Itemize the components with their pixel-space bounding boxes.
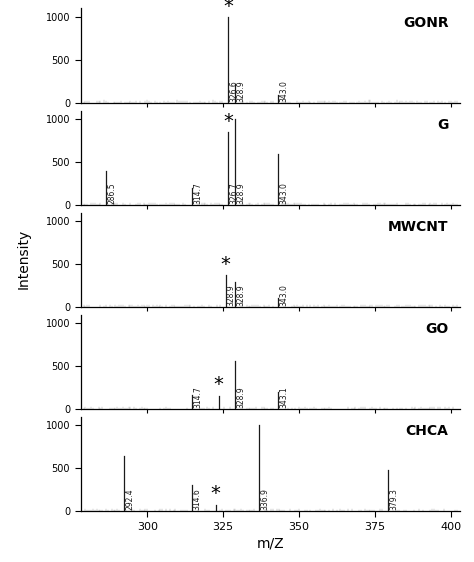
Text: 314.6: 314.6 [193, 488, 202, 510]
Text: *: * [210, 484, 220, 503]
Text: MWCNT: MWCNT [388, 220, 448, 234]
Text: 336.9: 336.9 [261, 488, 270, 510]
Text: *: * [221, 255, 230, 274]
Text: 328.9: 328.9 [227, 284, 236, 306]
Text: GO: GO [425, 323, 448, 336]
Text: *: * [223, 112, 233, 131]
Text: 343.0: 343.0 [279, 80, 288, 102]
Text: CHCA: CHCA [406, 424, 448, 438]
Text: 286.5: 286.5 [108, 183, 117, 204]
Text: *: * [223, 0, 233, 16]
Text: 328.9: 328.9 [236, 284, 245, 306]
Text: 343.0: 343.0 [279, 182, 288, 204]
Text: 326.7: 326.7 [229, 182, 238, 204]
Text: Intensity: Intensity [17, 228, 31, 289]
Text: 343.0: 343.0 [279, 284, 288, 306]
Text: 379.3: 379.3 [389, 488, 398, 510]
Text: 326.6: 326.6 [229, 80, 238, 102]
Text: 328.9: 328.9 [236, 80, 245, 102]
X-axis label: m/Z: m/Z [256, 536, 284, 550]
Text: G: G [437, 118, 448, 132]
Text: 328.9: 328.9 [236, 183, 245, 204]
Text: *: * [214, 375, 224, 395]
Text: 314.7: 314.7 [193, 387, 202, 408]
Text: 328.9: 328.9 [236, 387, 245, 408]
Text: 343.1: 343.1 [279, 387, 288, 408]
Text: GONR: GONR [403, 16, 448, 30]
Text: 292.4: 292.4 [126, 489, 135, 510]
Text: 314.7: 314.7 [193, 182, 202, 204]
